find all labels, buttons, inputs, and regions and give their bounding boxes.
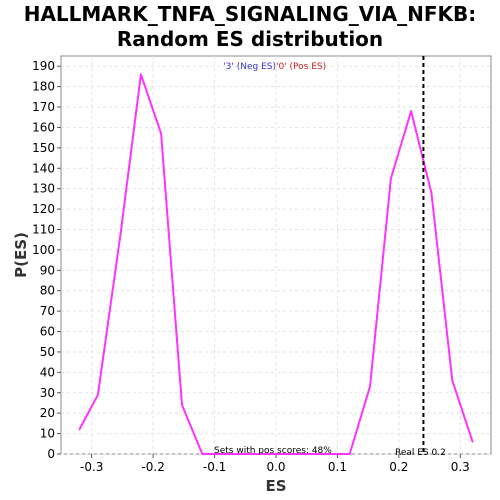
data-point — [201, 453, 204, 455]
y-tick-label: 70 — [40, 304, 55, 318]
x-tick-label: 0.0 — [266, 460, 285, 474]
y-tick-label: 150 — [32, 141, 55, 155]
y-tick-label: 180 — [32, 80, 55, 94]
x-tick-label: -0.3 — [80, 460, 103, 474]
y-tick-label: 90 — [40, 263, 55, 277]
y-tick-label: 110 — [32, 222, 55, 236]
x-tick-label: -0.2 — [141, 460, 164, 474]
data-point — [160, 132, 162, 135]
data-point — [390, 177, 392, 180]
y-tick-label: 30 — [40, 386, 55, 400]
y-tick-label: 60 — [40, 325, 55, 339]
data-point — [78, 428, 81, 431]
legend-pos-es: '0' (Pos ES) — [276, 62, 326, 72]
y-tick-label: 40 — [40, 365, 55, 379]
series-group — [78, 73, 474, 455]
series-line — [78, 73, 474, 455]
y-tick-label: 140 — [32, 161, 55, 175]
y-tick-label: 190 — [32, 59, 55, 73]
y-tick-label: 20 — [40, 406, 55, 420]
chart-title-line-1: HALLMARK_TNFA_SIGNALING_VIA_NFKB: — [23, 2, 477, 26]
y-tick-label: 130 — [32, 182, 55, 196]
data-point — [119, 232, 122, 235]
y-tick-label: 80 — [40, 284, 55, 298]
data-point — [369, 385, 371, 388]
x-axis-ticks: -0.3 -0.2 -0.1 0.0 0.1 0.2 0.3 — [80, 454, 470, 474]
x-axis-label: ES — [265, 477, 286, 495]
y-tick-label: 10 — [40, 427, 55, 441]
y-axis-ticks: 0 10 20 30 40 50 60 70 80 90 100 110 120 130 140 150 160… — [32, 59, 61, 461]
y-tick-label: 0 — [47, 447, 55, 461]
data-point — [430, 191, 433, 194]
data-point — [140, 73, 142, 76]
data-point — [181, 404, 183, 406]
y-tick-label: 50 — [40, 345, 55, 359]
data-point — [451, 379, 454, 382]
x-tick-label: 0.2 — [389, 460, 408, 474]
pos-scores-annotation: Sets with pos scores: 48% — [214, 446, 332, 456]
y-axis-label: P(ES) — [12, 232, 30, 278]
grid-lines — [61, 56, 491, 455]
y-tick-label: 100 — [32, 243, 55, 257]
chart-title-line-2: Random ES distribution — [116, 27, 384, 51]
data-point — [97, 394, 99, 396]
real-es-annotation: Real ES 0.2 — [395, 448, 446, 458]
x-tick-label: -0.1 — [203, 460, 226, 474]
x-tick-label: 0.1 — [328, 460, 347, 474]
x-tick-label: 0.3 — [451, 460, 470, 474]
data-point — [348, 453, 351, 455]
data-point — [471, 441, 474, 443]
y-tick-label: 120 — [32, 202, 55, 216]
y-tick-label: 160 — [32, 120, 55, 134]
y-tick-label: 170 — [32, 100, 55, 114]
data-point — [410, 110, 412, 112]
legend-neg-es: '3' (Neg ES) — [223, 62, 276, 72]
